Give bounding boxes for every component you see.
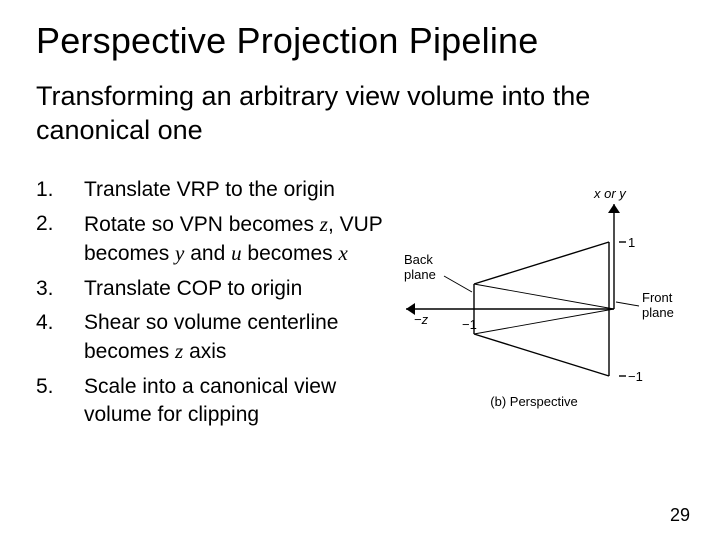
slide-title: Perspective Projection Pipeline [36,20,684,62]
svg-text:1: 1 [628,235,635,250]
steps-column: 1.Translate VRP to the origin2.Rotate so… [36,176,394,436]
svg-text:−1: −1 [462,317,477,332]
list-item: 1.Translate VRP to the origin [36,176,394,204]
svg-text:−z: −z [414,312,429,327]
step-text: Scale into a canonical view volume for c… [84,373,394,430]
slide: Perspective Projection Pipeline Transfor… [0,0,720,540]
list-item: 4.Shear so volume centerline becomes z a… [36,309,394,367]
svg-text:x or y: x or y [593,186,627,201]
step-text: Translate COP to origin [84,275,394,303]
perspective-diagram: −zx or y1−1−1BackplaneFrontplane(b) Pers… [394,184,684,414]
list-item: 2.Rotate so VPN becomes z, VUP becomes y… [36,210,394,269]
step-text: Rotate so VPN becomes z, VUP becomes y a… [84,210,394,269]
svg-text:plane: plane [404,267,436,282]
step-text: Translate VRP to the origin [84,176,394,204]
step-number: 2. [36,210,84,269]
step-number: 5. [36,373,84,430]
step-number: 4. [36,309,84,367]
list-item: 3.Translate COP to origin [36,275,394,303]
svg-text:−1: −1 [628,369,643,384]
step-text: Shear so volume centerline becomes z axi… [84,309,394,367]
step-number: 1. [36,176,84,204]
slide-subtitle: Transforming an arbitrary view volume in… [36,80,684,148]
svg-text:(b) Perspective: (b) Perspective [490,394,577,409]
steps-list: 1.Translate VRP to the origin2.Rotate so… [36,176,394,430]
svg-text:plane: plane [642,305,674,320]
list-item: 5.Scale into a canonical view volume for… [36,373,394,430]
step-number: 3. [36,275,84,303]
slide-body: 1.Translate VRP to the origin2.Rotate so… [36,176,684,436]
svg-text:Back: Back [404,252,433,267]
diagram-column: −zx or y1−1−1BackplaneFrontplane(b) Pers… [394,176,684,414]
page-number: 29 [670,505,690,526]
svg-text:Front: Front [642,290,673,305]
